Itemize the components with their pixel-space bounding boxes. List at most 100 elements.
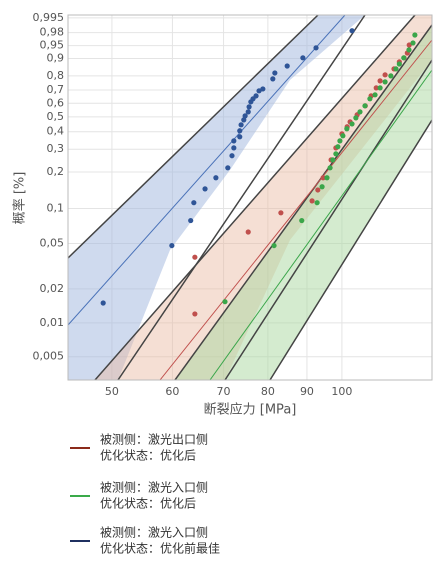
data-point bbox=[367, 96, 373, 102]
y-tick-label: 0,01 bbox=[40, 316, 65, 329]
data-point bbox=[169, 242, 175, 249]
data-point bbox=[100, 300, 106, 306]
data-point bbox=[241, 117, 247, 123]
x-axis-label: 断裂应力 [MPa] bbox=[204, 402, 297, 418]
data-point bbox=[222, 299, 228, 305]
data-point bbox=[231, 145, 237, 151]
y-tick-label: 0,5 bbox=[47, 110, 65, 123]
data-point bbox=[238, 122, 244, 128]
data-point bbox=[225, 165, 231, 171]
data-point bbox=[362, 103, 368, 109]
data-point bbox=[377, 85, 383, 91]
data-point bbox=[299, 217, 305, 224]
y-tick-label: 0,4 bbox=[47, 125, 65, 138]
legend-label: 被测侧：激光入口侧 bbox=[100, 481, 208, 495]
band-edge bbox=[269, 119, 432, 380]
y-tick-label: 0,8 bbox=[47, 69, 65, 82]
data-point bbox=[231, 138, 237, 144]
data-point bbox=[372, 92, 378, 98]
data-point bbox=[357, 109, 363, 115]
band-edge bbox=[94, 15, 416, 380]
data-point bbox=[229, 153, 235, 159]
data-point bbox=[393, 66, 399, 72]
y-tick-label: 0,3 bbox=[47, 142, 65, 155]
y-tick-label: 0,1 bbox=[47, 202, 65, 215]
data-point bbox=[412, 32, 418, 38]
data-point bbox=[382, 72, 388, 78]
data-point bbox=[320, 175, 326, 181]
band-blue bbox=[68, 15, 365, 380]
data-point bbox=[333, 151, 339, 157]
data-point bbox=[327, 165, 333, 171]
data-point bbox=[319, 184, 325, 190]
data-point bbox=[284, 63, 290, 69]
legend: 被测侧：激光出口侧优化状态：优化后被测侧：激光入口侧优化状态：优化后被测侧：激光… bbox=[70, 433, 220, 556]
data-point bbox=[242, 113, 248, 119]
band-edge bbox=[68, 15, 319, 259]
data-point bbox=[245, 109, 251, 115]
y-tick-label: 0,05 bbox=[40, 237, 65, 250]
legend-label: 被测侧：激光出口侧 bbox=[100, 433, 208, 447]
data-point bbox=[260, 86, 266, 92]
fit-line bbox=[209, 69, 432, 380]
data-point bbox=[192, 311, 198, 317]
data-point bbox=[270, 76, 276, 82]
data-point bbox=[313, 45, 319, 51]
data-point bbox=[309, 198, 315, 204]
data-point bbox=[191, 200, 197, 206]
data-point bbox=[272, 70, 278, 76]
data-point bbox=[278, 210, 284, 216]
y-tick-label: 0,98 bbox=[40, 26, 65, 39]
y-axis-label: 概率 [%] bbox=[12, 172, 28, 225]
data-point bbox=[335, 144, 341, 150]
data-point bbox=[337, 138, 343, 144]
band-green bbox=[175, 25, 432, 380]
data-point bbox=[300, 55, 306, 61]
y-tick-label: 0,995 bbox=[33, 11, 65, 24]
x-tick-label: 70 bbox=[217, 385, 231, 398]
data-point bbox=[237, 134, 243, 140]
fit-line bbox=[159, 39, 432, 380]
data-point bbox=[344, 126, 350, 132]
data-point bbox=[382, 79, 388, 85]
data-point bbox=[349, 28, 355, 34]
plot-frame bbox=[67, 14, 433, 381]
data-point bbox=[315, 187, 321, 193]
data-point bbox=[246, 104, 252, 110]
points bbox=[100, 28, 418, 317]
legend-state: 优化状态：优化后 bbox=[100, 449, 196, 463]
data-point bbox=[314, 200, 320, 206]
data-point bbox=[401, 55, 407, 61]
data-point bbox=[213, 175, 219, 181]
x-tick-label: 50 bbox=[105, 385, 119, 398]
data-point bbox=[237, 128, 243, 134]
y-tick-label: 0,6 bbox=[47, 96, 65, 109]
x-tick-label: 90 bbox=[300, 385, 314, 398]
data-point bbox=[396, 61, 402, 67]
data-point bbox=[202, 186, 208, 192]
data-point bbox=[188, 217, 194, 224]
y-tick-label: 0,005 bbox=[33, 350, 65, 363]
data-point bbox=[388, 73, 394, 79]
y-tick-label: 0,2 bbox=[47, 165, 65, 178]
x-tick-label: 100 bbox=[331, 385, 352, 398]
data-point bbox=[192, 254, 198, 260]
legend-state: 优化状态：优化前最佳 bbox=[100, 541, 220, 556]
data-point bbox=[377, 78, 383, 84]
data-point bbox=[406, 47, 412, 53]
data-point bbox=[340, 133, 346, 139]
data-point bbox=[373, 85, 379, 91]
data-point bbox=[410, 40, 416, 46]
legend-label: 被测侧：激光入口侧 bbox=[100, 526, 208, 540]
y-tick-label: 0,9 bbox=[47, 51, 65, 64]
data-point bbox=[330, 157, 336, 163]
data-point bbox=[271, 242, 277, 249]
data-point bbox=[253, 93, 259, 99]
x-tick-label: 80 bbox=[261, 385, 275, 398]
band-edge bbox=[174, 24, 432, 380]
y-tick-label: 0,95 bbox=[40, 39, 65, 52]
legend-state: 优化状态：优化后 bbox=[100, 497, 196, 511]
band-edge bbox=[224, 59, 432, 380]
confidence-bands bbox=[68, 15, 432, 380]
